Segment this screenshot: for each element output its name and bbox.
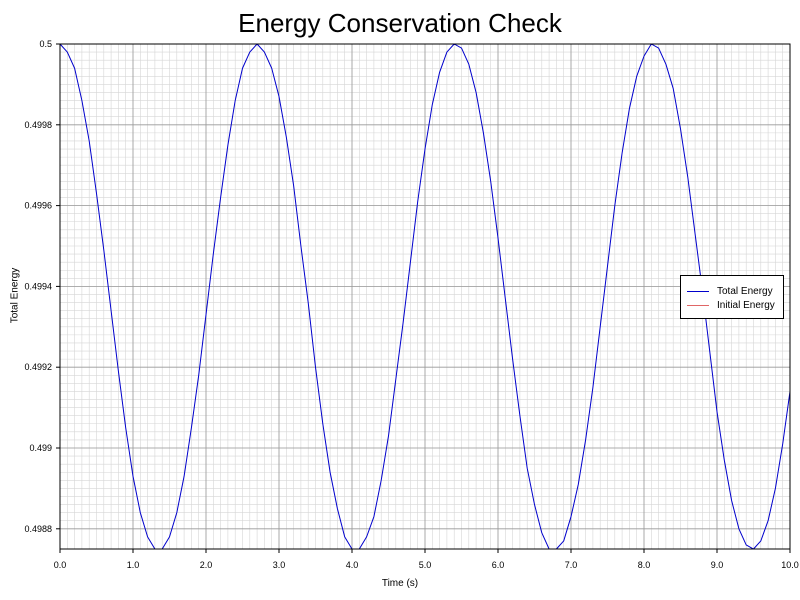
x-axis-ticks: 0.0 1.0 2.0 3.0 4.0 5.0 6.0 7.0 8.0 9.0 10.0 [54, 549, 799, 570]
y-tick-label: 0.4996 [24, 201, 52, 211]
total-energy-line [59, 43, 791, 550]
x-tick-label: 10.0 [781, 560, 799, 570]
y-tick-label: 0.4988 [24, 524, 52, 534]
x-tick-label: 2.0 [200, 560, 213, 570]
y-tick-label: 0.499 [29, 443, 52, 453]
legend-label-initial-energy: Initial Energy [717, 299, 775, 311]
legend-swatch-initial-energy [687, 304, 709, 306]
y-tick-label: 0.4998 [24, 120, 52, 130]
x-tick-label: 5.0 [419, 560, 432, 570]
legend-swatch-total-energy [687, 290, 709, 292]
x-tick-label: 1.0 [127, 560, 140, 570]
x-tick-label: 9.0 [711, 560, 724, 570]
y-axis-label: Total Energy [9, 267, 21, 324]
legend: Total Energy Initial Energy [680, 275, 784, 319]
legend-label-total-energy: Total Energy [717, 285, 773, 297]
y-tick-label: 0.4992 [24, 362, 52, 372]
legend-item-initial-energy: Initial Energy [687, 298, 775, 312]
x-tick-label: 3.0 [273, 560, 286, 570]
x-tick-label: 0.0 [54, 560, 67, 570]
legend-item-total-energy: Total Energy [687, 284, 773, 298]
x-tick-label: 7.0 [565, 560, 578, 570]
x-tick-label: 8.0 [638, 560, 651, 570]
y-tick-label: 0.4994 [24, 281, 52, 291]
chart-title: Energy Conservation Check [238, 8, 562, 38]
x-tick-label: 4.0 [346, 560, 359, 570]
y-axis-ticks: 0.4988 0.499 0.4992 0.4994 0.4996 0.4998 0.5 [24, 39, 60, 534]
x-tick-label: 6.0 [492, 560, 505, 570]
y-tick-label: 0.5 [39, 39, 52, 49]
x-axis-label: Time (s) [381, 578, 419, 589]
